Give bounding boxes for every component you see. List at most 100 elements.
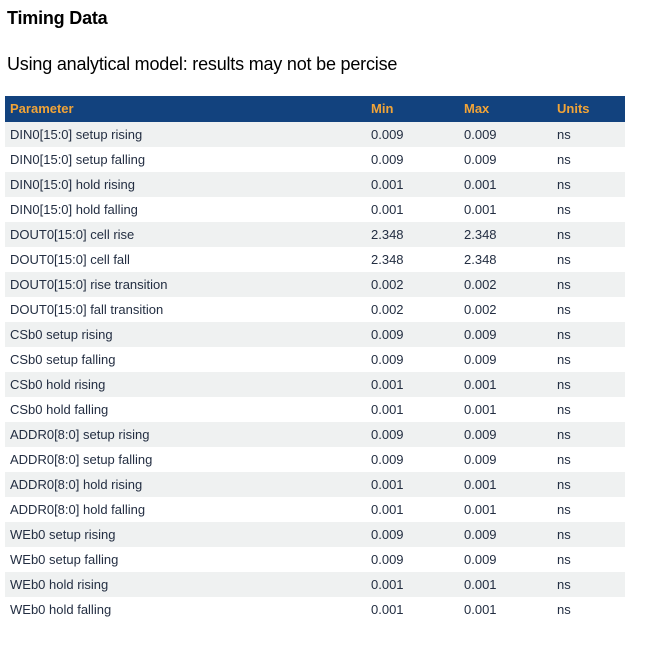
units-cell: ns [552, 422, 625, 447]
min-cell: 2.348 [366, 247, 459, 272]
units-cell: ns [552, 522, 625, 547]
column-header-max: Max [459, 96, 552, 122]
units-cell: ns [552, 372, 625, 397]
table-row: DIN0[15:0] hold falling 0.001 0.001 ns [5, 197, 625, 222]
units-cell: ns [552, 597, 625, 622]
parameter-cell: DIN0[15:0] hold rising [5, 172, 366, 197]
units-cell: ns [552, 322, 625, 347]
min-cell: 0.001 [366, 197, 459, 222]
min-cell: 0.001 [366, 472, 459, 497]
table-row: WEb0 setup rising 0.009 0.009 ns [5, 522, 625, 547]
units-cell: ns [552, 547, 625, 572]
table-body: DIN0[15:0] setup rising 0.009 0.009 ns D… [5, 122, 625, 622]
min-cell: 0.002 [366, 272, 459, 297]
table-row: CSb0 setup falling 0.009 0.009 ns [5, 347, 625, 372]
max-cell: 0.001 [459, 572, 552, 597]
parameter-cell: WEb0 hold falling [5, 597, 366, 622]
parameter-cell: WEb0 hold rising [5, 572, 366, 597]
min-cell: 0.009 [366, 422, 459, 447]
min-cell: 0.001 [366, 397, 459, 422]
max-cell: 0.001 [459, 172, 552, 197]
max-cell: 0.002 [459, 272, 552, 297]
page-subtitle: Using analytical model: results may not … [7, 54, 398, 74]
units-cell: ns [552, 122, 625, 147]
column-header-parameter: Parameter [5, 96, 366, 122]
max-cell: 0.001 [459, 597, 552, 622]
min-cell: 0.009 [366, 322, 459, 347]
parameter-cell: DOUT0[15:0] rise transition [5, 272, 366, 297]
units-cell: ns [552, 497, 625, 522]
units-cell: ns [552, 172, 625, 197]
header-row: Parameter Min Max Units [5, 96, 625, 122]
units-cell: ns [552, 297, 625, 322]
table-row: DIN0[15:0] hold rising 0.001 0.001 ns [5, 172, 625, 197]
min-cell: 0.001 [366, 572, 459, 597]
min-cell: 0.001 [366, 172, 459, 197]
units-cell: ns [552, 347, 625, 372]
min-cell: 0.001 [366, 372, 459, 397]
max-cell: 0.009 [459, 147, 552, 172]
max-cell: 0.009 [459, 547, 552, 572]
max-cell: 0.009 [459, 122, 552, 147]
units-cell: ns [552, 397, 625, 422]
parameter-cell: ADDR0[8:0] setup rising [5, 422, 366, 447]
units-cell: ns [552, 272, 625, 297]
parameter-cell: ADDR0[8:0] hold falling [5, 497, 366, 522]
table-row: DIN0[15:0] setup falling 0.009 0.009 ns [5, 147, 625, 172]
parameter-cell: CSb0 setup rising [5, 322, 366, 347]
max-cell: 0.001 [459, 372, 552, 397]
timing-data-table: Parameter Min Max Units DIN0[15:0] setup… [5, 96, 625, 622]
column-header-min: Min [366, 96, 459, 122]
units-cell: ns [552, 472, 625, 497]
table-row: DOUT0[15:0] cell rise 2.348 2.348 ns [5, 222, 625, 247]
parameter-cell: DOUT0[15:0] cell fall [5, 247, 366, 272]
page-title: Timing Data [7, 8, 108, 28]
max-cell: 0.009 [459, 522, 552, 547]
units-cell: ns [552, 197, 625, 222]
timing-report: Timing Data Using analytical model: resu… [0, 8, 650, 622]
table-row: WEb0 hold falling 0.001 0.001 ns [5, 597, 625, 622]
parameter-cell: DIN0[15:0] hold falling [5, 197, 366, 222]
units-cell: ns [552, 247, 625, 272]
max-cell: 0.002 [459, 297, 552, 322]
column-header-units: Units [552, 96, 625, 122]
table-row: DOUT0[15:0] fall transition 0.002 0.002 … [5, 297, 625, 322]
table-row: ADDR0[8:0] hold rising 0.001 0.001 ns [5, 472, 625, 497]
parameter-cell: DOUT0[15:0] fall transition [5, 297, 366, 322]
parameter-cell: DIN0[15:0] setup rising [5, 122, 366, 147]
min-cell: 0.001 [366, 597, 459, 622]
table-row: WEb0 hold rising 0.001 0.001 ns [5, 572, 625, 597]
min-cell: 0.009 [366, 122, 459, 147]
max-cell: 2.348 [459, 222, 552, 247]
units-cell: ns [552, 447, 625, 472]
parameter-cell: WEb0 setup falling [5, 547, 366, 572]
max-cell: 0.001 [459, 472, 552, 497]
max-cell: 0.009 [459, 322, 552, 347]
parameter-cell: CSb0 hold rising [5, 372, 366, 397]
parameter-cell: WEb0 setup rising [5, 522, 366, 547]
table-row: ADDR0[8:0] setup rising 0.009 0.009 ns [5, 422, 625, 447]
min-cell: 0.009 [366, 147, 459, 172]
min-cell: 0.001 [366, 497, 459, 522]
min-cell: 2.348 [366, 222, 459, 247]
max-cell: 0.001 [459, 497, 552, 522]
min-cell: 0.009 [366, 347, 459, 372]
min-cell: 0.009 [366, 547, 459, 572]
units-cell: ns [552, 147, 625, 172]
parameter-cell: CSb0 setup falling [5, 347, 366, 372]
max-cell: 0.009 [459, 447, 552, 472]
parameter-cell: DIN0[15:0] setup falling [5, 147, 366, 172]
table-row: ADDR0[8:0] hold falling 0.001 0.001 ns [5, 497, 625, 522]
table-row: CSb0 hold rising 0.001 0.001 ns [5, 372, 625, 397]
parameter-cell: ADDR0[8:0] hold rising [5, 472, 366, 497]
max-cell: 0.001 [459, 397, 552, 422]
table-row: CSb0 hold falling 0.001 0.001 ns [5, 397, 625, 422]
min-cell: 0.002 [366, 297, 459, 322]
table-row: DOUT0[15:0] rise transition 0.002 0.002 … [5, 272, 625, 297]
table-row: DOUT0[15:0] cell fall 2.348 2.348 ns [5, 247, 625, 272]
parameter-cell: CSb0 hold falling [5, 397, 366, 422]
table-row: ADDR0[8:0] setup falling 0.009 0.009 ns [5, 447, 625, 472]
min-cell: 0.009 [366, 447, 459, 472]
table-row: DIN0[15:0] setup rising 0.009 0.009 ns [5, 122, 625, 147]
parameter-cell: ADDR0[8:0] setup falling [5, 447, 366, 472]
